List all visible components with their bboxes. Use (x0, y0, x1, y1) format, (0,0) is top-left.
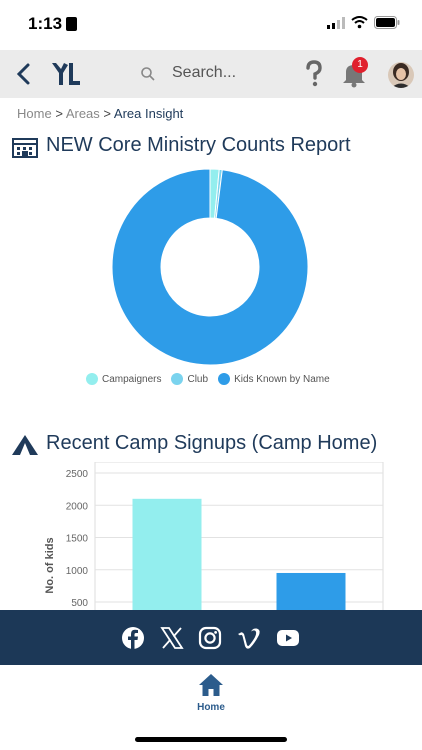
legend-label: Campaigners (102, 373, 162, 385)
legend-label: Club (187, 373, 209, 385)
breadcrumb: Home > Areas > Area Insight (17, 106, 183, 121)
tab-home[interactable]: Home (186, 670, 236, 718)
youtube-icon[interactable] (276, 626, 300, 650)
x-icon[interactable] (160, 626, 184, 650)
donut-chart (111, 168, 309, 366)
status-time: 1:13 (28, 14, 63, 33)
breadcrumb-home[interactable]: Home (17, 106, 52, 121)
report-title: NEW Core Ministry Counts Report (46, 134, 351, 156)
legend-swatch (86, 373, 98, 385)
facebook-icon[interactable] (121, 626, 145, 650)
breadcrumb-current: Area Insight (113, 106, 184, 121)
search-input[interactable] (172, 62, 290, 84)
signal-icon (327, 16, 345, 29)
legend-item[interactable]: Kids Known by Name (218, 373, 330, 385)
y-tick-label: 2000 (66, 501, 89, 512)
search-bar[interactable] (140, 60, 290, 88)
y-tick-label: 500 (71, 598, 88, 609)
home-indicator (135, 737, 287, 742)
status-indicators (327, 16, 400, 29)
report-title: Recent Camp Signups (Camp Home) (46, 432, 378, 454)
donut-slice[interactable] (111, 168, 309, 366)
legend-swatch (218, 373, 231, 385)
wifi-icon (351, 16, 368, 29)
bar-chart: 2500 2000 1500 1000 500 No. of kids (44, 462, 384, 612)
vimeo-icon[interactable] (237, 626, 261, 650)
breadcrumb-areas[interactable]: Areas (65, 106, 100, 121)
top-nav-bar (0, 50, 422, 98)
bar[interactable] (132, 498, 202, 612)
search-icon (141, 67, 155, 81)
legend-item[interactable]: Club (171, 373, 208, 385)
status-bar: 1:13 (0, 0, 422, 50)
tab-home-label: Home (197, 702, 225, 713)
tent-icon (12, 435, 38, 455)
battery-icon (374, 16, 400, 29)
building-icon (12, 138, 38, 158)
bar[interactable] (276, 572, 346, 612)
legend-swatch (171, 373, 184, 385)
breadcrumb-separator: > (55, 106, 63, 121)
home-icon (199, 674, 223, 696)
id-badge-icon (66, 17, 77, 31)
avatar[interactable] (388, 62, 414, 88)
notification-count-badge[interactable]: 1 (352, 57, 368, 73)
younglife-logo-icon[interactable] (50, 61, 82, 87)
help-icon[interactable] (302, 58, 326, 90)
y-tick-label: 1000 (66, 566, 89, 577)
legend-label: Kids Known by Name (234, 373, 330, 385)
y-tick-label: 2500 (66, 469, 89, 480)
instagram-icon[interactable] (198, 626, 222, 650)
social-footer (0, 610, 422, 665)
back-arrow-icon[interactable] (12, 60, 36, 88)
chart-legend: Campaigners Club Kids Known by Name (86, 373, 330, 385)
y-tick-label: 1500 (66, 534, 89, 545)
breadcrumb-separator: > (103, 106, 111, 121)
y-axis-label: No. of kids (44, 537, 56, 593)
legend-item[interactable]: Campaigners (86, 373, 161, 385)
